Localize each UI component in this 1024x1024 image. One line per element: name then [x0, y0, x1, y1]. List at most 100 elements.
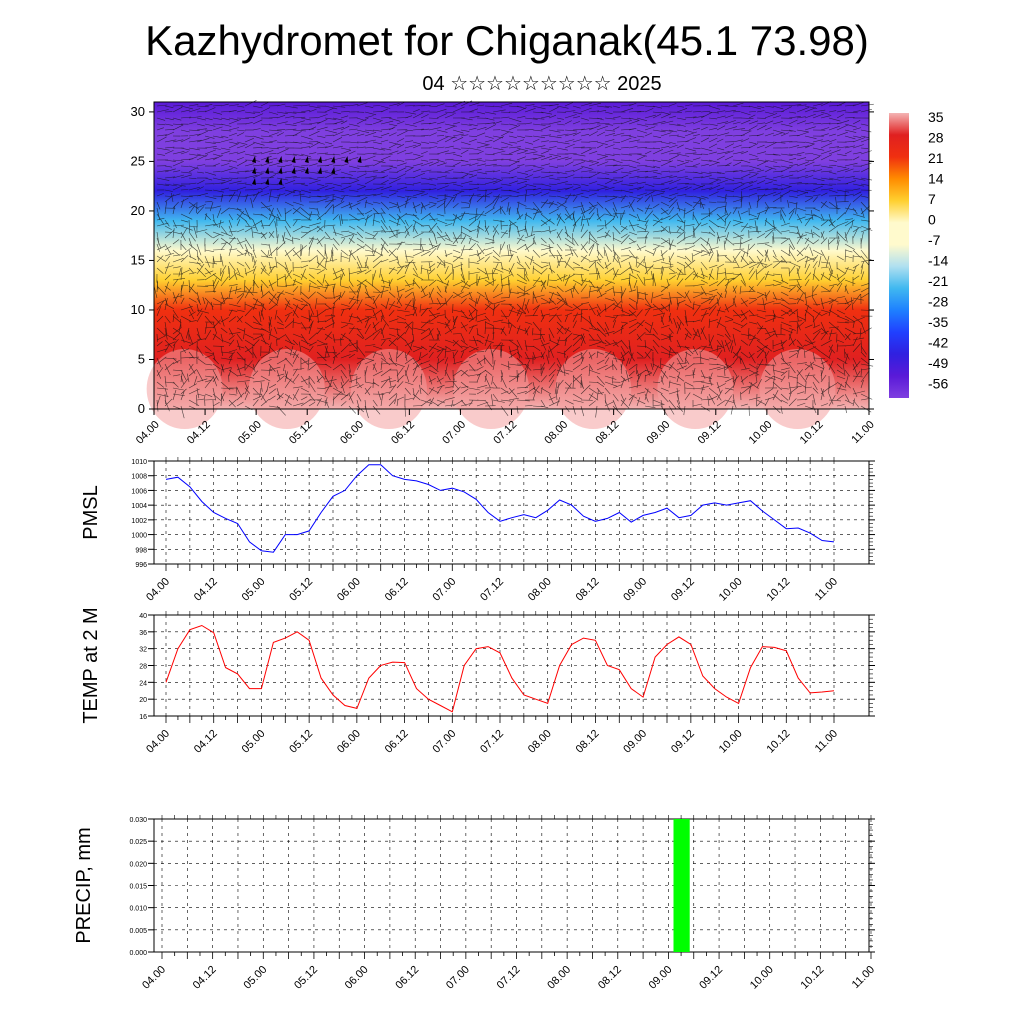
pmsl-panel: 996 998 1000 1002 1004 1006 1008 1010 04.00 04.12… — [80, 457, 875, 604]
y-tick-label: 20 — [139, 697, 147, 704]
colorbar-label: -35 — [928, 314, 948, 330]
y-tick-label: 32 — [139, 647, 147, 654]
precip-bar — [673, 819, 690, 952]
y-tick-label: 0.030 — [129, 817, 147, 824]
x-tick-label: 09.00 — [621, 728, 649, 756]
x-tick-label: 05.12 — [292, 964, 320, 992]
warm-core — [350, 349, 427, 429]
colorbar-label: 21 — [928, 150, 944, 166]
y-tick-label: 1002 — [131, 518, 147, 525]
y-tick-label: 36 — [139, 630, 147, 637]
x-tick-label: 05.00 — [236, 419, 264, 447]
y-tick-label: 5 — [138, 351, 145, 366]
y-tick-label: 0.025 — [129, 839, 147, 846]
x-tick-label: 07.00 — [430, 576, 458, 604]
y-tick-label: 20 — [131, 203, 145, 218]
colorbar-label: -7 — [928, 232, 941, 248]
y-tick-label: 0.005 — [129, 928, 147, 935]
x-tick-label: 10.00 — [747, 419, 775, 447]
y-tick-label: 998 — [135, 547, 147, 554]
y-tick-label: 0.015 — [129, 884, 147, 891]
x-tick-label: 11.00 — [813, 728, 840, 755]
x-tick-label: 05.00 — [240, 728, 268, 756]
y-tick-label: 1008 — [131, 474, 147, 481]
x-tick-label: 10.00 — [717, 728, 745, 756]
colorbar-label: -56 — [928, 376, 948, 392]
x-tick-label: 09.00 — [621, 576, 649, 604]
y-tick-label: 15 — [131, 252, 145, 267]
warm-core — [759, 349, 836, 429]
pmsl-line — [165, 464, 835, 553]
colorbar-label: -21 — [928, 273, 948, 289]
temp-line — [165, 624, 835, 713]
y-tick-label: 1004 — [131, 503, 147, 510]
precip-panel: 0.000 0.005 0.010 0.015 0.020 0.025 0.030 04.00… — [73, 815, 877, 992]
x-tick-label: 08.12 — [596, 964, 624, 992]
x-tick-label: 07.12 — [495, 964, 523, 992]
colorbar-label: -28 — [928, 294, 948, 310]
x-tick-label: 11.00 — [849, 419, 876, 446]
x-tick-label: 06.00 — [335, 576, 363, 604]
chart-title: Kazhydromet for Chiganak(45.1 73.98) — [145, 17, 869, 64]
x-tick-label: 04.00 — [134, 419, 162, 447]
x-tick-label: 04.12 — [192, 576, 220, 604]
x-tick-label: 11.00 — [850, 964, 877, 991]
colorbar-ramp — [889, 113, 909, 398]
x-tick-label: 05.12 — [287, 728, 315, 756]
x-tick-label: 08.00 — [545, 964, 573, 992]
x-tick-label: 06.12 — [383, 576, 411, 604]
x-tick-label: 11.00 — [813, 576, 840, 603]
grid — [154, 460, 869, 565]
x-tick-label: 04.00 — [144, 728, 172, 756]
colorbar-label: -42 — [928, 335, 948, 351]
y-tick-label: 40 — [139, 613, 147, 620]
x-tick-label: 06.12 — [393, 964, 421, 992]
y-tick-label: 996 — [135, 562, 147, 569]
x-tick-label: 09.00 — [645, 419, 673, 447]
y-axis-label: TEMP at 2 M — [80, 607, 102, 723]
x-tick-label: 10.00 — [748, 964, 776, 992]
x-tick-label: 09.12 — [697, 964, 725, 992]
x-tick-label: 04.00 — [140, 964, 168, 992]
x-tick-label: 08.00 — [526, 728, 554, 756]
x-tick-label: 07.00 — [444, 964, 472, 992]
y-tick-label: 30 — [131, 104, 145, 119]
x-tick-label: 07.00 — [440, 419, 468, 447]
temp-panel: 16 20 24 28 32 36 40 04.00 04.12 05.00 05.12 06.00 0… — [80, 607, 875, 756]
x-tick-label: 05.00 — [241, 964, 269, 992]
colorbar-label: 35 — [928, 109, 944, 125]
x-tick-label: 09.12 — [669, 728, 697, 756]
y-tick-label: 25 — [131, 153, 145, 168]
x-tick-label: 07.00 — [430, 728, 458, 756]
colorbar-label: 7 — [928, 191, 936, 207]
colorbar-label: 0 — [928, 212, 936, 228]
wind-flags — [252, 156, 362, 185]
x-tick-label: 04.12 — [191, 964, 219, 992]
grid — [154, 614, 869, 717]
grid — [154, 818, 872, 953]
x-tick-label: 06.12 — [383, 728, 411, 756]
y-tick-label: 28 — [139, 664, 147, 671]
x-tick-label: 10.00 — [717, 576, 745, 604]
y-axis-label: PMSL — [80, 485, 102, 539]
colorbar-label: -14 — [928, 253, 948, 269]
y-tick-label: 1006 — [131, 488, 147, 495]
x-tick-label: 04.00 — [144, 576, 172, 604]
y-tick-label: 0.010 — [129, 906, 147, 913]
x-tick-label: 08.00 — [542, 419, 570, 447]
warm-core — [453, 349, 530, 429]
x-tick-label: 04.12 — [192, 728, 220, 756]
x-tick-label: 08.12 — [574, 576, 602, 604]
chart-subtitle: 04 ☆☆☆☆☆☆☆☆☆ 2025 — [422, 73, 662, 95]
x-tick-label: 10.12 — [764, 576, 792, 604]
x-tick-label: 06.00 — [343, 964, 371, 992]
colorbar-label: 14 — [928, 171, 944, 187]
x-tick-label: 10.12 — [799, 964, 827, 992]
x-tick-label: 07.12 — [478, 576, 506, 604]
x-tick-label: 06.00 — [335, 728, 363, 756]
x-tick-label: 08.12 — [574, 728, 602, 756]
colorbar-label: -49 — [928, 355, 948, 371]
y-tick-label: 10 — [131, 302, 145, 317]
